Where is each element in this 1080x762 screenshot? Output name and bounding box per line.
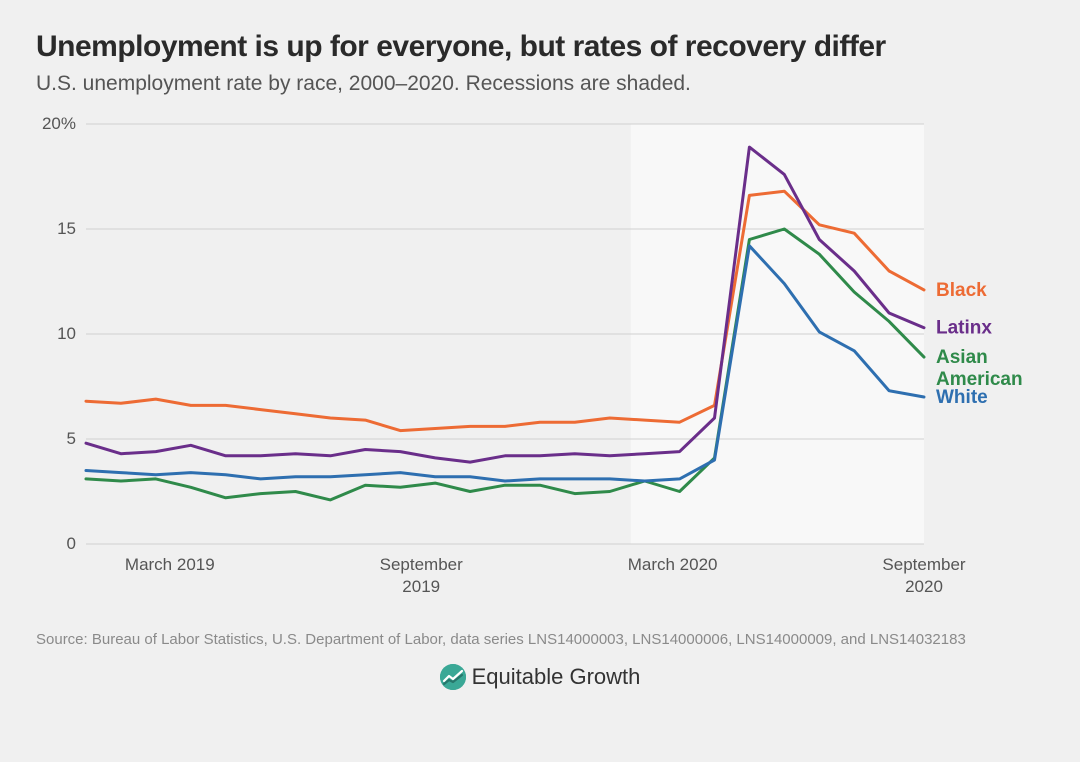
y-tick-label: 20% <box>42 114 76 133</box>
series-label-white: White <box>936 387 988 408</box>
x-tick-label: March 2019 <box>125 555 215 574</box>
x-tick-label: March 2020 <box>628 555 718 574</box>
y-tick-label: 15 <box>57 219 76 238</box>
chart-title: Unemployment is up for everyone, but rat… <box>36 30 1044 64</box>
y-tick-label: 0 <box>67 534 76 553</box>
chart-source: Source: Bureau of Labor Statistics, U.S.… <box>36 630 1044 650</box>
series-label-black: Black <box>936 280 987 301</box>
brand-footer: Equitable Growth <box>36 664 1044 695</box>
y-tick-label: 10 <box>57 324 76 343</box>
chart-area: 0 5 10 15 20% March 2019 September2019 March 20… <box>36 114 1044 614</box>
brand-logo-icon <box>440 664 466 690</box>
brand-name: Equitable Growth <box>472 664 641 690</box>
x-tick-label: September2020 <box>882 555 965 596</box>
chart-subtitle: U.S. unemployment rate by race, 2000–202… <box>36 72 1044 96</box>
series-label-latinx: Latinx <box>936 318 992 339</box>
series-label-asian-american: AsianAmerican <box>936 347 1023 390</box>
line-chart-svg: 0 5 10 15 20% March 2019 September2019 March 20… <box>36 114 1044 614</box>
y-tick-label: 5 <box>67 429 76 448</box>
x-tick-label: September2019 <box>380 555 463 596</box>
